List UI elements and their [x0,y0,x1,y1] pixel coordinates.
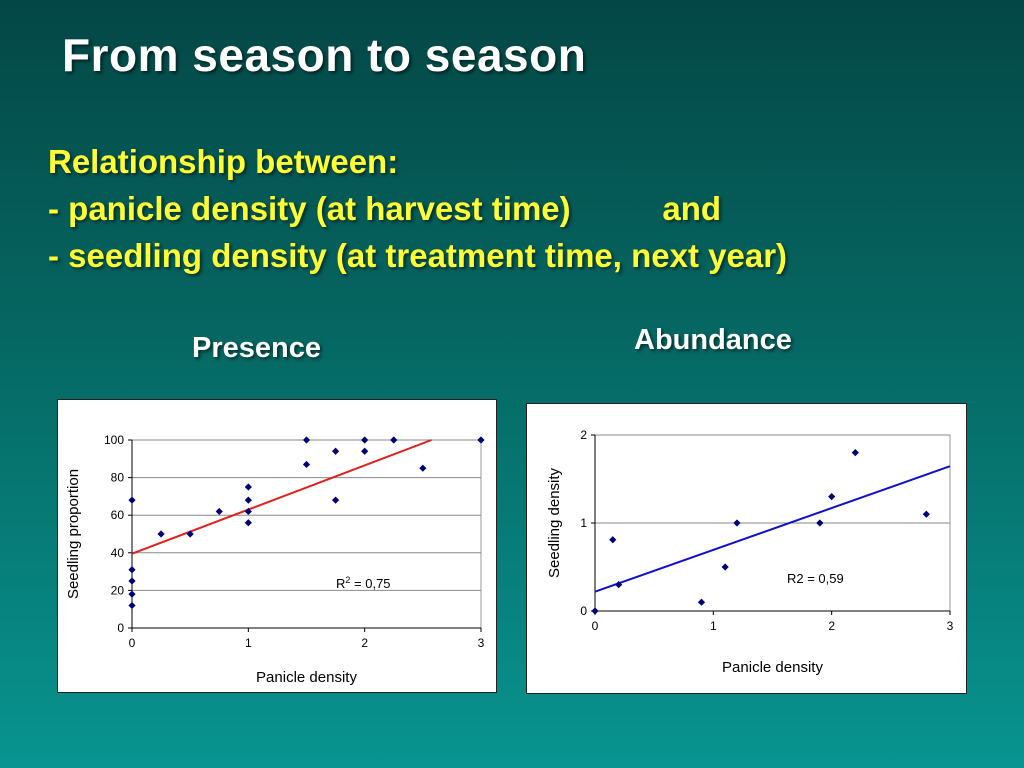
presence-data-point [244,519,252,527]
presence-data-point [419,464,427,472]
slide-title: From season to season [62,29,587,81]
abundance-r-squared-label: R2 = 0,59 [787,571,844,586]
presence-y-tick-label: 0 [117,621,124,635]
abundance-data-point [828,493,836,501]
presence-data-point [361,436,369,444]
abundance-y-tick-label: 1 [580,516,587,530]
presence-data-point [302,436,311,444]
abundance-data-point [816,519,824,527]
presence-data-point [244,483,252,491]
presence-data-point [128,496,136,504]
presence-y-axis-title: Seedling proportion [65,469,82,599]
presence-scatter-chart: 0 20 40 60 80 100 0 1 2 3 Panicle density Seedling … [65,433,485,686]
presence-y-tick-label: 20 [111,583,125,597]
abundance-x-tick-label: 1 [710,619,717,633]
presence-data-point [128,577,136,585]
presence-data-point [302,460,311,469]
abundance-data-point [697,598,706,606]
presence-data-point [361,447,369,455]
abundance-chart-label: Abundance [634,324,792,356]
presence-x-tick-label: 3 [478,636,485,650]
presence-data-point [331,496,340,504]
abundance-scatter-chart: 0 1 2 0 1 2 3 Panicle density Seedling density R2… [546,428,954,676]
presence-data-point [128,601,136,610]
abundance-x-tick-label: 0 [592,619,599,633]
presence-y-tick-label: 80 [111,471,125,485]
presence-chart-panel: 0 20 40 60 80 100 0 1 2 3 Panicle density Seedling … [57,399,497,693]
presence-data-point [128,566,136,574]
abundance-data-point [733,519,741,527]
presence-x-tick-label: 0 [129,636,136,650]
abundance-data-point [922,510,930,518]
abundance-data-point [591,607,599,615]
abundance-y-tick-label: 2 [580,428,587,442]
presence-y-tick-label: 40 [111,546,125,560]
slide-subtitle: Relationship between: - panicle density … [48,138,787,279]
presence-y-tick-label: 60 [111,508,125,522]
subtitle-line-1: Relationship between: [48,143,399,180]
presence-data-point [390,436,398,444]
abundance-x-tick-label: 3 [947,619,954,633]
presence-x-axis-title: Panicle density [256,669,357,686]
presence-data-point [477,436,485,444]
presence-data-point [157,530,165,538]
presence-data-point [128,590,136,598]
presence-data-point [331,447,340,455]
presence-r-squared-label: R2 = 0,75 [336,575,391,591]
abundance-data-point [851,449,859,457]
presence-trendline [131,439,432,555]
abundance-y-tick-label: 0 [580,604,587,618]
subtitle-line-3: - seedling density (at treatment time, n… [48,237,788,274]
abundance-trendline [594,465,951,593]
abundance-chart-panel: 0 1 2 0 1 2 3 Panicle density Seedling density R2… [526,403,967,694]
presence-y-tick-label: 100 [104,433,124,447]
presence-data-point [215,507,223,516]
abundance-data-point [609,536,617,544]
subtitle-line-2: - panicle density (at harvest time) and [48,190,722,227]
presence-chart-label: Presence [192,332,321,364]
presence-x-tick-label: 2 [361,636,368,650]
abundance-x-axis-title: Panicle density [722,659,823,676]
presence-x-tick-label: 1 [245,636,252,650]
abundance-x-tick-label: 2 [828,619,835,633]
presence-data-point [186,530,194,538]
abundance-data-point [721,563,729,571]
abundance-y-axis-title: Seedling density [546,467,563,578]
presence-data-point [244,496,252,504]
